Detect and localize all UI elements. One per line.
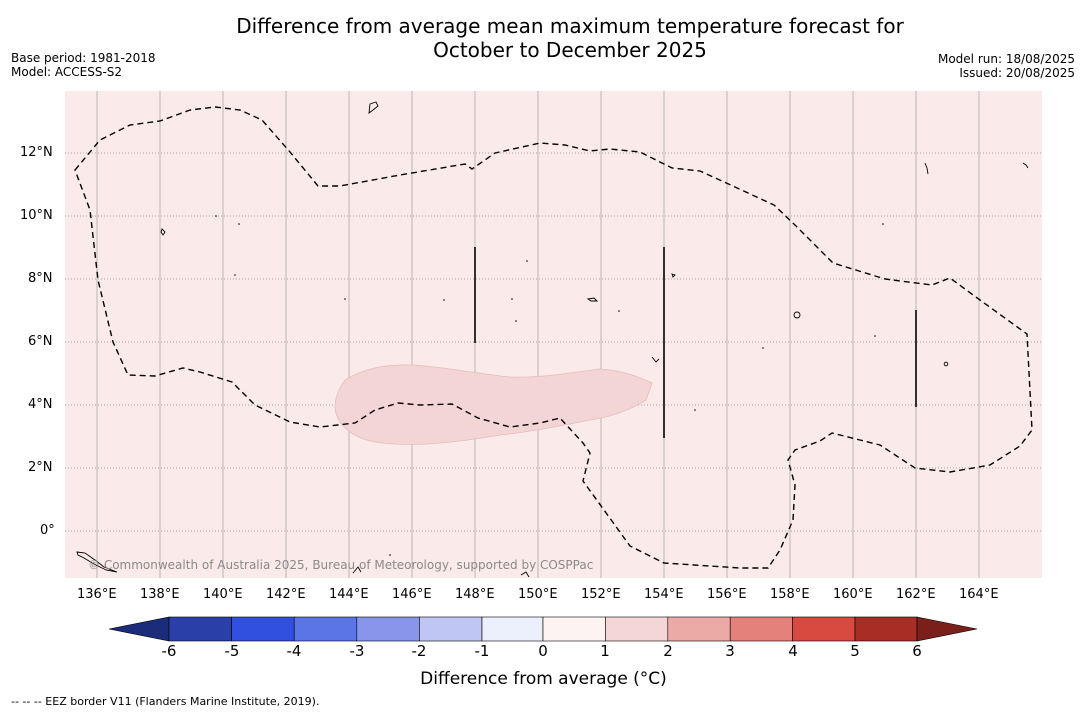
colorbar-tick: 3: [725, 642, 735, 660]
colorbar-bin: [792, 616, 856, 642]
colorbar-bin: [605, 616, 669, 642]
colorbar-bin: [356, 616, 420, 642]
colorbar-bin: [419, 616, 483, 642]
eez-border: [74, 106, 1033, 569]
colorbar-tick: -3: [349, 642, 365, 660]
meta-right: Model run: 18/08/2025 Issued: 20/08/2025: [938, 52, 1075, 80]
colorbar-tick: -5: [224, 642, 240, 660]
tiny-islands: [215, 215, 884, 556]
colorbar-label: Difference from average (°C): [420, 669, 667, 689]
chart-title: Difference from average mean maximum tem…: [0, 14, 1085, 62]
y-tick-label: 2°N: [28, 460, 53, 475]
colorbar-bin: [854, 616, 918, 642]
x-tick-label: 164°E: [959, 587, 999, 602]
copyright-notice: © Commonwealth of Australia 2025, Bureau…: [88, 558, 594, 572]
model-name: Model: ACCESS-S2: [11, 65, 123, 79]
issued-date: Issued: 20/08/2025: [959, 66, 1075, 80]
x-tick-label: 152°E: [581, 587, 621, 602]
anomaly-region-1-to-2: [334, 364, 653, 445]
colorbar-bin: [231, 616, 295, 642]
colorbar: [108, 616, 978, 642]
colorbar-tick: -2: [411, 642, 427, 660]
x-tick-label: 156°E: [707, 587, 747, 602]
colorbar-bin: [542, 616, 606, 642]
y-tick-label: 10°N: [20, 208, 53, 223]
model-run: Model run: 18/08/2025: [937, 52, 1075, 66]
colorbar-tick: 4: [788, 642, 798, 660]
colorbar-under-arrow: [108, 616, 170, 642]
y-tick-label: 6°N: [28, 334, 53, 349]
x-tick-label: 138°E: [140, 587, 180, 602]
colorbar-bin: [667, 616, 731, 642]
x-tick-label: 160°E: [833, 587, 873, 602]
x-tick-label: 162°E: [896, 587, 936, 602]
y-tick-label: 12°N: [20, 145, 53, 160]
colorbar-tick: -1: [474, 642, 490, 660]
meta-left: Base period: 1981-2018 Model: ACCESS-S2: [11, 51, 156, 79]
latitude-gridlines: [65, 152, 1042, 532]
y-tick-label: 0°: [40, 523, 55, 538]
colorbar-tick: 0: [538, 642, 548, 660]
x-tick-label: 140°E: [203, 587, 243, 602]
colorbar-tick: 1: [600, 642, 610, 660]
x-tick-label: 150°E: [518, 587, 558, 602]
title-line-2: October to December 2025: [433, 38, 707, 62]
title-line-1: Difference from average mean maximum tem…: [236, 14, 904, 38]
colorbar-bin: [729, 616, 793, 642]
map-background: [65, 91, 1042, 578]
colorbar-tick: 6: [912, 642, 922, 660]
x-tick-label: 154°E: [644, 587, 684, 602]
islands: [76, 101, 1029, 578]
x-tick-label: 144°E: [329, 587, 369, 602]
x-tick-label: 142°E: [266, 587, 306, 602]
colorbar-tick: 2: [663, 642, 673, 660]
colorbar-bin: [293, 616, 358, 642]
colorbar-tick: -4: [286, 642, 302, 660]
colorbar-bin: [481, 616, 544, 642]
x-tick-label: 148°E: [455, 587, 495, 602]
vertical-markers: [474, 247, 917, 438]
colorbar-tick: -6: [161, 642, 177, 660]
colorbar-tick: 5: [850, 642, 860, 660]
x-tick-label: 158°E: [770, 587, 810, 602]
colorbar-bin: [168, 616, 232, 642]
y-tick-label: 4°N: [28, 397, 53, 412]
y-tick-label: 8°N: [28, 271, 53, 286]
colorbar-over-arrow: [916, 616, 978, 642]
x-tick-label: 136°E: [77, 587, 117, 602]
x-tick-label: 146°E: [392, 587, 432, 602]
base-period: Base period: 1981-2018: [11, 51, 156, 65]
eez-legend-note: -- -- -- EEZ border V11 (Flanders Marine…: [11, 695, 320, 708]
